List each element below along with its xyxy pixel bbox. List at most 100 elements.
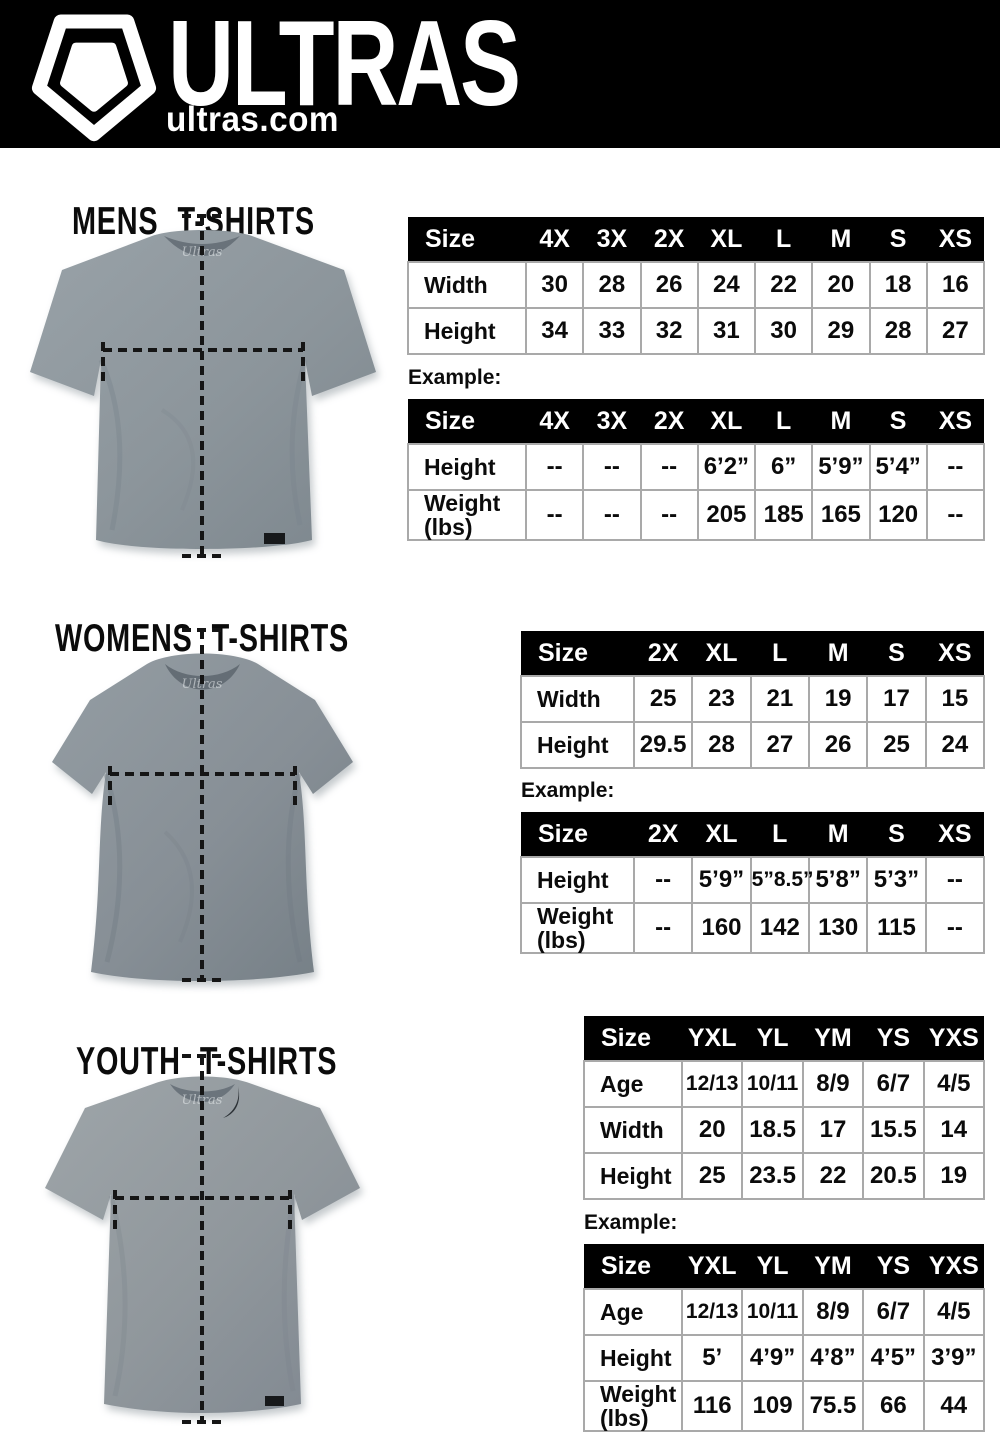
cell-value: 17: [866, 675, 927, 723]
cell-value: --: [582, 488, 642, 542]
cell-value: 8/9: [801, 1060, 865, 1108]
cell-value: --: [632, 856, 694, 904]
youth-measurement-lines: [113, 1054, 292, 1424]
cell-value: 4/5: [922, 1060, 986, 1108]
cell-value: 75.5: [801, 1379, 865, 1433]
mens-example-label: Example:: [408, 366, 502, 389]
table-row: Height -- -- -- 6’2” 6” 5’9” 5’4” --: [407, 443, 986, 491]
column-header: S: [869, 217, 927, 262]
svg-text:Ultras: Ultras: [182, 1093, 223, 1108]
column-header: S: [867, 812, 926, 857]
cell-value: 30: [753, 307, 814, 355]
column-header-size: Size: [521, 812, 634, 857]
womens-example-table: Size 2X XL L M S XS Height -- 5’9” 5”8.5” 5’8” 5’3” -…: [520, 812, 986, 955]
cell-value: 116: [680, 1379, 744, 1433]
cell-value: --: [925, 443, 986, 491]
row-label: Width: [583, 1106, 683, 1154]
cell-value: 160: [691, 901, 752, 955]
column-header-size: Size: [584, 1016, 682, 1061]
cell-value: --: [639, 443, 699, 491]
cell-value: --: [924, 901, 986, 955]
row-label: Weight (lbs): [583, 1379, 683, 1433]
cell-value: 5’: [680, 1334, 744, 1382]
table-row: Age 12/13 10/11 8/9 6/7 4/5: [583, 1060, 986, 1108]
womens-example-label: Example:: [521, 779, 615, 802]
cell-value: --: [925, 488, 986, 542]
table-row: Weight (lbs) -- -- -- 205 185 165 120 --: [407, 488, 986, 542]
table-row: Width 25 23 21 19 17 15: [520, 675, 986, 723]
row-label: Age: [583, 1060, 683, 1108]
table-row: Height 25 23.5 22 20.5 19: [583, 1152, 986, 1200]
cell-value: 4’9”: [741, 1334, 804, 1382]
table-row: Width 30 28 26 24 22 20 18 16: [407, 261, 986, 309]
cell-value: 8/9: [801, 1288, 865, 1336]
cell-value: 29.5: [632, 721, 694, 769]
mens-size-table: Size 4X 3X 2X XL L M S XS Width 30 28 26 24 22 20 18 16 He…: [407, 217, 986, 355]
column-header: 2X: [634, 631, 693, 676]
table-header-row: Size 4X 3X 2X XL L M S XS: [408, 399, 984, 444]
cell-value: 23.5: [741, 1152, 804, 1200]
row-label: Age: [583, 1288, 683, 1336]
cell-value: 4’8”: [801, 1334, 865, 1382]
cell-value: 5’9”: [811, 443, 871, 491]
column-header: XS: [926, 399, 984, 444]
column-header: 2X: [640, 217, 698, 262]
cell-value: --: [924, 856, 986, 904]
cell-value: 19: [807, 675, 869, 723]
cell-value: 15: [924, 675, 986, 723]
cell-value: --: [524, 488, 585, 542]
column-header: YM: [802, 1016, 864, 1061]
cell-value: 185: [753, 488, 814, 542]
cell-value: 27: [925, 307, 986, 355]
cell-value: 120: [868, 488, 928, 542]
column-header: 4X: [526, 217, 584, 262]
cell-value: 24: [696, 261, 757, 309]
table-row: Weight (lbs) -- 160 142 130 115 --: [520, 901, 986, 955]
cell-value: 33: [582, 307, 642, 355]
row-label: Height: [407, 307, 527, 355]
row-label: Height: [407, 443, 527, 491]
cell-value: 28: [582, 261, 642, 309]
cell-value: 17: [801, 1106, 865, 1154]
cell-value: 30: [524, 261, 585, 309]
row-label: Weight (lbs): [520, 901, 635, 955]
column-header: YXS: [923, 1016, 984, 1061]
cell-value: 34: [524, 307, 585, 355]
mens-example-table: Size 4X 3X 2X XL L M S XS Height -- -- -- 6’2” 6” 5’9” 5…: [407, 399, 986, 542]
mens-tshirt-diagram: Ultras: [30, 214, 376, 558]
table-header-row: Size 2X XL L M S XS: [521, 631, 984, 676]
column-header: XL: [697, 399, 755, 444]
column-header: YL: [742, 1016, 803, 1061]
column-header: YXL: [682, 1016, 743, 1061]
youth-example-table: Size YXL YL YM YS YXS Age 12/13 10/11 8/9 6/7 4/5 He…: [583, 1244, 986, 1433]
column-header: 4X: [526, 399, 584, 444]
column-header: 3X: [583, 217, 641, 262]
cell-value: 22: [753, 261, 814, 309]
row-label: Height: [583, 1152, 683, 1200]
table-row: Height 29.5 28 27 26 25 24: [520, 721, 986, 769]
table-row: Weight (lbs) 116 109 75.5 66 44: [583, 1379, 986, 1433]
cell-value: 6/7: [862, 1060, 925, 1108]
youth-example-label: Example:: [584, 1211, 678, 1234]
row-label: Height: [520, 721, 635, 769]
cell-value: 205: [696, 488, 757, 542]
column-header: XS: [925, 631, 984, 676]
youth-tshirt-diagram: Ultras: [45, 1054, 360, 1424]
cell-value: 10/11: [741, 1288, 804, 1336]
column-header-size: Size: [408, 217, 526, 262]
cell-value: 5’8”: [807, 856, 869, 904]
cell-value: 15.5: [862, 1106, 925, 1154]
column-header: M: [812, 217, 870, 262]
cell-value: 18.5: [741, 1106, 804, 1154]
cell-value: 26: [807, 721, 869, 769]
column-header: M: [812, 399, 870, 444]
column-header: S: [869, 399, 927, 444]
column-header: 2X: [640, 399, 698, 444]
cell-value: 6’2”: [696, 443, 757, 491]
cell-value: 20: [811, 261, 871, 309]
cell-value: 21: [749, 675, 810, 723]
cell-value: 6”: [753, 443, 814, 491]
column-header-size: Size: [521, 631, 634, 676]
cell-value: 4/5: [922, 1288, 986, 1336]
